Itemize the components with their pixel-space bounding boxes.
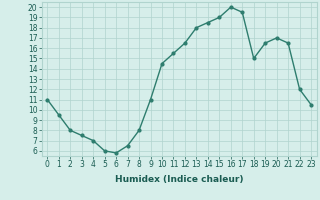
X-axis label: Humidex (Indice chaleur): Humidex (Indice chaleur) [115, 175, 244, 184]
